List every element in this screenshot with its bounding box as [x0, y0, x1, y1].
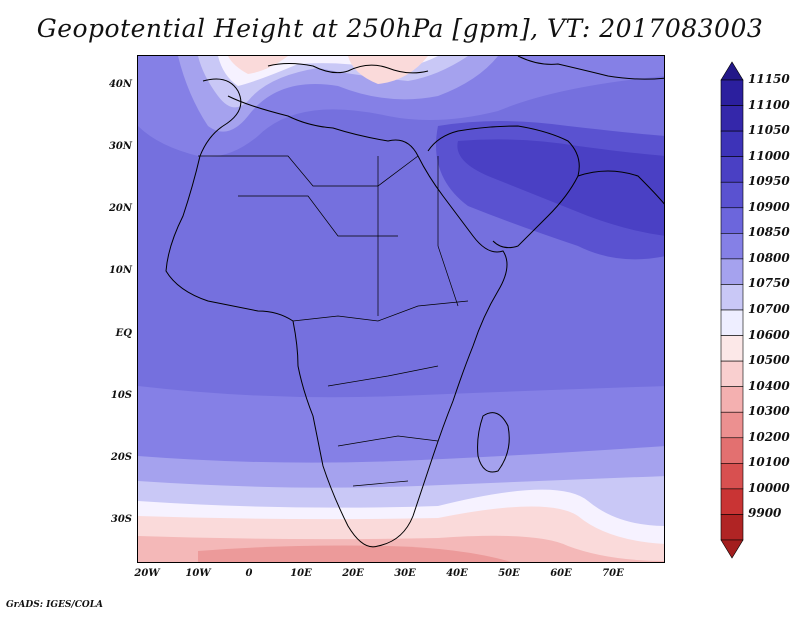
colorbar-tick-label: 10950 — [748, 174, 790, 189]
colorbar-segment — [720, 488, 744, 515]
colorbar-tick-label: 10300 — [748, 404, 790, 419]
colorbar-tick-label: 10000 — [748, 480, 790, 495]
colorbar-top-arrow — [720, 61, 744, 81]
colorbar-tick-label: 10850 — [748, 225, 790, 240]
lon-label-20e: 20E — [342, 568, 364, 579]
colorbar-tick-label: 10700 — [748, 302, 790, 316]
lon-label-70e: 70E — [602, 568, 624, 579]
colorbar — [720, 61, 744, 559]
country-borders — [198, 155, 469, 487]
colorbar-tick-label: 11050 — [748, 123, 790, 138]
lat-label-30s: 30S — [110, 514, 132, 525]
lon-label-50e: 50E — [498, 568, 520, 579]
colorbar-segment — [720, 411, 744, 439]
colorbar-segment — [720, 130, 744, 157]
field-band-11050 — [457, 139, 664, 236]
colorbar-segment — [720, 207, 744, 234]
coastlines — [165, 56, 664, 548]
colorbar-tick-label: 11100 — [748, 97, 790, 112]
colorbar-segment — [720, 463, 744, 490]
lat-label-10s: 10S — [110, 390, 132, 401]
colorbar-segment — [720, 181, 744, 209]
colorbar-segment — [720, 309, 744, 336]
lat-label-20s: 20S — [110, 452, 132, 463]
colorbar-segment — [720, 156, 744, 183]
colorbar-tick-label: 11150 — [748, 72, 790, 86]
colorbar-segment — [720, 79, 744, 106]
colorbar-tick-label: 10200 — [748, 429, 790, 444]
lat-label-10n: 10N — [108, 265, 132, 276]
colorbar-segment — [720, 437, 744, 464]
colorbar-tick-label: 10600 — [748, 327, 790, 342]
lon-label-20w: 20W — [134, 568, 160, 579]
colorbar-tick-label: 10900 — [748, 199, 790, 214]
colorbar-tick-label: 10100 — [748, 455, 790, 470]
colorbar-segment — [720, 335, 744, 362]
colorbar-segment — [720, 360, 744, 387]
field-band-10600-north — [228, 56, 288, 74]
lat-label-eq: EQ — [115, 328, 132, 339]
geopotential-map — [138, 56, 664, 562]
lat-label-30n: 30N — [108, 141, 132, 152]
colorbar-tick-label: 10400 — [748, 378, 790, 393]
colorbar-tick-label: 10750 — [748, 276, 790, 291]
lon-label-60e: 60E — [550, 568, 572, 579]
colorbar-tick-label: 9900 — [748, 506, 782, 521]
colorbar-tick-label: 11000 — [748, 148, 790, 163]
lon-label-10w: 10W — [185, 568, 211, 579]
map-frame — [137, 55, 665, 563]
lon-label-10e: 10E — [290, 568, 312, 579]
credit-text: GrADS: IGES/COLA — [6, 600, 104, 610]
colorbar-segment — [720, 284, 744, 311]
field-band-10400-south — [198, 545, 512, 562]
colorbar-segment — [720, 386, 744, 413]
lon-label-30e: 30E — [394, 568, 416, 579]
field-band-10600-north-east — [348, 56, 428, 84]
lat-label-40n: 40N — [108, 79, 132, 90]
colorbar-segment — [720, 105, 744, 132]
lon-label-40e: 40E — [446, 568, 468, 579]
colorbar-segment — [720, 514, 744, 541]
lat-label-20n: 20N — [108, 203, 132, 214]
colorbar-segment — [720, 233, 744, 260]
colorbar-tick-label: 10500 — [748, 353, 790, 368]
colorbar-bottom-arrow — [720, 539, 744, 559]
colorbar-segment — [720, 258, 744, 285]
colorbar-tick-label: 10800 — [748, 250, 790, 265]
chart-title: Geopotential Height at 250hPa [gpm], VT:… — [36, 14, 764, 43]
lon-label-0: 0 — [245, 568, 253, 579]
